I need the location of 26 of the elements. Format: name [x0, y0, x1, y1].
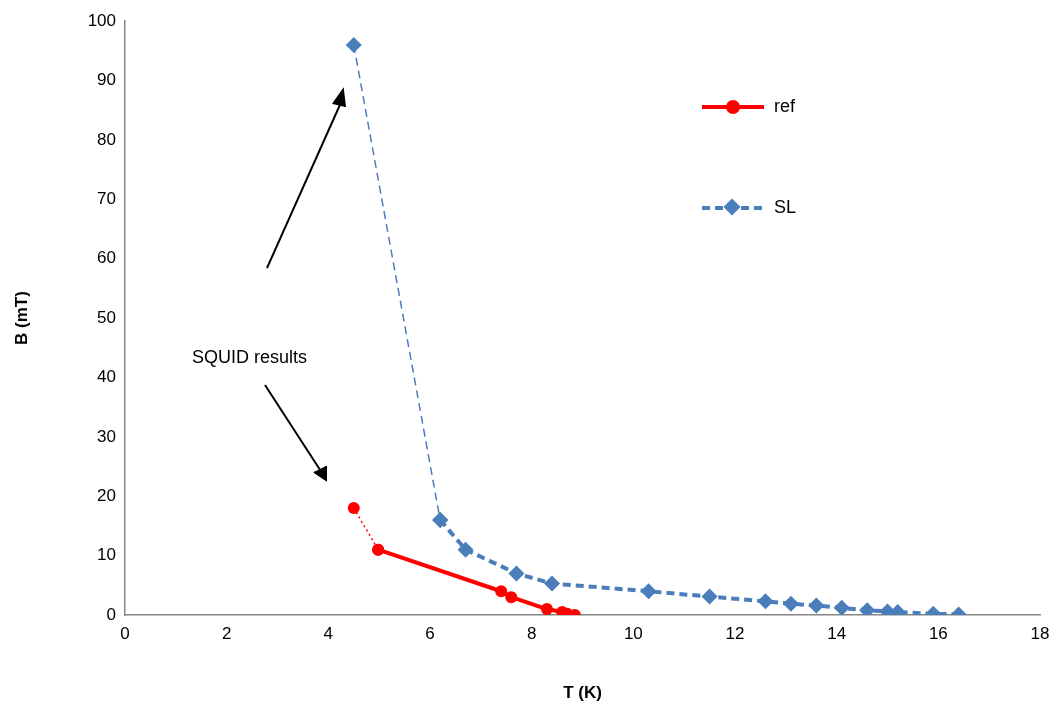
- y-tick-label: 50: [97, 307, 116, 327]
- x-tick-label: 0: [120, 623, 130, 643]
- annotation: SQUID results: [191, 346, 307, 367]
- x-tick-label: 8: [526, 623, 537, 643]
- y-tick-label: 100: [87, 10, 116, 30]
- x-tick-label: 14: [827, 623, 847, 643]
- x-tick-label: 4: [323, 623, 334, 643]
- y-tick-label: 0: [106, 604, 116, 624]
- y-axis-title: B (mT): [11, 291, 31, 346]
- y-tick-label: 70: [97, 189, 116, 209]
- x-tick-label: 18: [1030, 623, 1050, 643]
- y-tick-label: 40: [97, 367, 116, 387]
- y-tick-label: 90: [97, 70, 116, 90]
- y-tick-label: 60: [97, 248, 116, 268]
- legend-label: ref: [774, 96, 796, 117]
- y-tick-label: 30: [97, 426, 116, 446]
- y-tick-label: 10: [97, 545, 116, 565]
- x-tick-label: 10: [623, 623, 643, 643]
- x-tick-label: 6: [425, 623, 435, 643]
- y-tick-label: 20: [97, 485, 116, 505]
- x-tick-label: 2: [221, 623, 232, 643]
- y-tick-label: 80: [97, 129, 116, 149]
- x-axis-title: T (K): [563, 683, 602, 703]
- x-tick-label: 12: [725, 623, 745, 643]
- legend-label: SL: [774, 197, 797, 218]
- x-tick-label: 16: [928, 623, 948, 643]
